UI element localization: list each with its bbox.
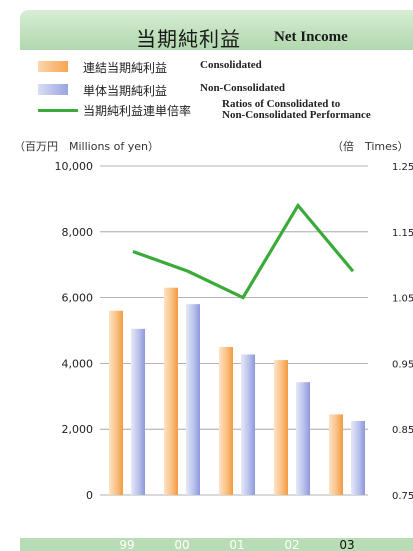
x-axis-band — [20, 538, 413, 551]
left-axis-unit: （百万円 Millions of yen） — [14, 140, 159, 153]
right-axis-unit: （倍 Times） — [332, 140, 409, 153]
bar-non-consolidated — [296, 382, 310, 495]
y-tick-label-left: 2,000 — [62, 423, 94, 436]
x-tick-label: 03 — [339, 538, 354, 551]
bar-non-consolidated — [186, 304, 200, 495]
y-tick-label-left: 0 — [86, 489, 93, 502]
chart-header: 当期純利益 Net Income — [20, 10, 413, 51]
bar-non-consolidated — [351, 420, 365, 495]
legend-ratio-swatch — [38, 109, 78, 112]
legend-consolidated-swatch — [38, 61, 68, 72]
chart-title-jp: 当期純利益 — [136, 27, 241, 51]
bar-non-consolidated — [241, 354, 255, 495]
bar-consolidated — [109, 310, 123, 495]
y-tick-label-right: 0.85 — [392, 425, 413, 436]
y-tick-label-right: 1.25 — [392, 162, 413, 173]
y-tick-label-left: 8,000 — [62, 226, 94, 239]
ratio-line — [132, 202, 355, 300]
bar-non-consolidated — [131, 328, 145, 495]
legend-non-consolidated-jp: 単体当期純利益 — [83, 84, 168, 98]
bar-consolidated — [274, 360, 288, 495]
legend-ratio-en-line2: Non-Consolidated Performance — [222, 109, 371, 121]
y-tick-label-right: 1.05 — [392, 294, 413, 305]
x-tick-label: 99 — [119, 538, 134, 551]
bar-consolidated — [164, 287, 178, 495]
legend-consolidated-en: Consolidated — [200, 59, 262, 71]
legend-non-consolidated-swatch — [38, 84, 68, 95]
bar-consolidated — [329, 414, 343, 495]
x-tick-label: 00 — [174, 538, 189, 551]
y-tick-label-right: 0.75 — [392, 491, 413, 502]
y-tick-label-left: 6,000 — [62, 292, 94, 305]
legend-ratio-jp: 当期純利益連単倍率 — [83, 104, 192, 118]
x-tick-label: 02 — [284, 538, 299, 551]
legend-consolidated-jp: 連結当期純利益 — [83, 61, 168, 75]
legend-non-consolidated-en: Non-Consolidated — [200, 82, 285, 94]
y-tick-label-left: 4,000 — [62, 357, 94, 370]
x-tick-label: 01 — [229, 538, 244, 551]
legend-ratio-en-line1: Ratios of Consolidated to — [222, 98, 341, 110]
y-tick-label-right: 1.15 — [392, 228, 413, 239]
bar-consolidated — [219, 346, 233, 495]
y-tick-label-right: 0.95 — [392, 359, 413, 370]
y-tick-label-left: 10,000 — [55, 160, 94, 173]
chart-title-en: Net Income — [274, 29, 348, 45]
